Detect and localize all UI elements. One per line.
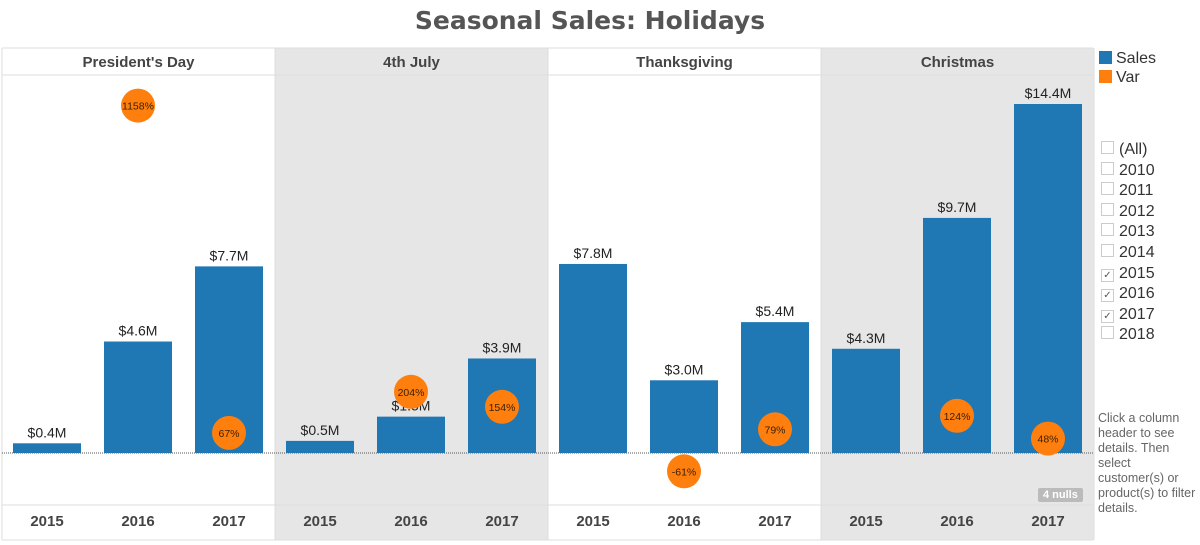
filter-label: 2018 <box>1119 326 1155 344</box>
sales-bar[interactable] <box>104 341 172 453</box>
sales-label: $14.4M <box>1025 85 1072 101</box>
checkbox-icon[interactable]: ✓ <box>1101 309 1114 323</box>
filter-option-2011[interactable]: 2011 <box>1101 182 1153 200</box>
checkbox-icon[interactable] <box>1101 244 1114 257</box>
x-tick-label: 2015 <box>576 513 609 530</box>
filter-option-2012[interactable]: 2012 <box>1101 202 1155 221</box>
legend-label: Var <box>1116 69 1140 86</box>
filter-option-2016[interactable]: ✓ 2016 <box>1101 285 1155 303</box>
var-circle[interactable] <box>940 398 974 433</box>
x-tick-label: 2016 <box>667 513 700 530</box>
sales-bar[interactable] <box>832 348 900 453</box>
filter-option-2018[interactable]: 2018 <box>1101 326 1155 344</box>
filter-label: 2014 <box>1119 244 1155 261</box>
panel-header[interactable]: Thanksgiving <box>636 54 733 71</box>
var-circle[interactable] <box>485 389 519 424</box>
chart-title: Seasonal Sales: Holidays <box>414 6 766 35</box>
legend-label: Sales <box>1116 50 1157 67</box>
checkbox-icon[interactable]: ✓ <box>1101 268 1114 282</box>
sales-label: $7.7M <box>210 247 249 263</box>
filter-label: (All) <box>1119 141 1148 158</box>
var-swatch-icon <box>1099 70 1112 83</box>
var-circle[interactable] <box>212 415 246 450</box>
panel-header[interactable]: President's Day <box>83 54 196 71</box>
var-label: 1158% <box>122 101 154 113</box>
var-circle[interactable] <box>758 412 792 447</box>
sales-label: $0.5M <box>301 422 340 438</box>
checkbox-icon[interactable] <box>1101 161 1114 175</box>
x-tick-label: 2015 <box>303 513 336 530</box>
sales-label: $9.7M <box>938 199 977 215</box>
filter-label: 2015 <box>1119 264 1155 282</box>
filter-label: 2016 <box>1119 285 1155 303</box>
filter-option-2010[interactable]: 2010 <box>1101 161 1155 180</box>
checkbox-icon[interactable] <box>1101 326 1114 340</box>
filter-option-2013[interactable]: 2013 <box>1101 223 1155 241</box>
x-tick-label: 2017 <box>1031 513 1064 530</box>
var-label: 154% <box>489 402 516 414</box>
sales-label: $4.3M <box>847 330 886 346</box>
sales-bar[interactable] <box>377 416 445 453</box>
chart: President's Day 2015 2016 2017 4th July 2015 2… <box>1 47 1095 541</box>
sales-bar[interactable] <box>650 380 718 453</box>
filter-label: 2012 <box>1119 202 1155 220</box>
x-tick-label: 2015 <box>30 513 63 530</box>
filter-option-all[interactable]: (All) <box>1101 141 1147 159</box>
filter-label: 2011 <box>1119 182 1154 200</box>
x-tick-label: 2015 <box>849 513 882 530</box>
sales-label: $0.4M <box>28 424 67 440</box>
checkbox-icon[interactable]: ✓ <box>1101 289 1114 303</box>
sales-bar[interactable] <box>13 443 81 453</box>
var-label: 48% <box>1037 434 1058 446</box>
x-tick-label: 2016 <box>940 513 973 530</box>
x-tick-label: 2017 <box>758 513 791 530</box>
checkbox-icon[interactable] <box>1101 141 1114 154</box>
var-label: 124% <box>944 411 971 423</box>
x-tick-label: 2016 <box>121 513 154 530</box>
panel-background <box>275 48 548 540</box>
legend-sales[interactable]: Sales <box>1099 50 1156 68</box>
checkbox-icon[interactable] <box>1101 223 1114 237</box>
x-tick-label: 2017 <box>212 513 245 530</box>
filter-option-2015[interactable]: ✓ 2015 <box>1101 265 1155 283</box>
sales-label: $3.0M <box>665 361 704 377</box>
sales-label: $5.4M <box>756 303 795 319</box>
var-label: 67% <box>218 428 239 440</box>
instruction-note: Click a column header to see details. Th… <box>1098 411 1196 515</box>
sales-bar[interactable] <box>559 263 627 453</box>
x-tick-label: 2016 <box>394 513 427 530</box>
var-circle[interactable] <box>394 374 428 409</box>
sales-label: $3.9M <box>483 339 522 355</box>
filter-label: 2013 <box>1119 223 1155 241</box>
nulls-badge[interactable]: 4 nulls <box>1038 488 1083 502</box>
legend-var[interactable]: Var <box>1099 69 1140 87</box>
sales-swatch-icon <box>1099 51 1112 64</box>
var-label: -61% <box>672 466 697 478</box>
checkbox-icon[interactable] <box>1101 202 1114 216</box>
filter-label: 2017 <box>1119 305 1155 323</box>
var-circle[interactable] <box>667 454 701 489</box>
var-circle[interactable] <box>121 88 155 123</box>
x-tick-label: 2017 <box>485 513 518 530</box>
var-circle[interactable] <box>1031 421 1065 456</box>
checkbox-icon[interactable] <box>1101 182 1114 196</box>
sales-label: $7.8M <box>574 245 613 261</box>
var-label: 79% <box>764 424 785 436</box>
var-label: 204% <box>398 387 425 399</box>
sales-bar[interactable] <box>286 440 354 453</box>
filter-option-2017[interactable]: ✓ 2017 <box>1101 306 1155 324</box>
panel-header[interactable]: Christmas <box>921 54 994 71</box>
sales-bar[interactable] <box>1014 104 1082 453</box>
sales-label: $4.6M <box>119 323 158 339</box>
filter-label: 2010 <box>1119 161 1155 179</box>
filter-option-2014[interactable]: 2014 <box>1101 244 1155 262</box>
panel-header[interactable]: 4th July <box>383 54 440 71</box>
